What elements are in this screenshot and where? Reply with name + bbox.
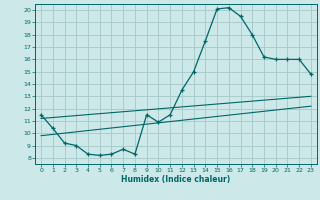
- X-axis label: Humidex (Indice chaleur): Humidex (Indice chaleur): [121, 175, 231, 184]
